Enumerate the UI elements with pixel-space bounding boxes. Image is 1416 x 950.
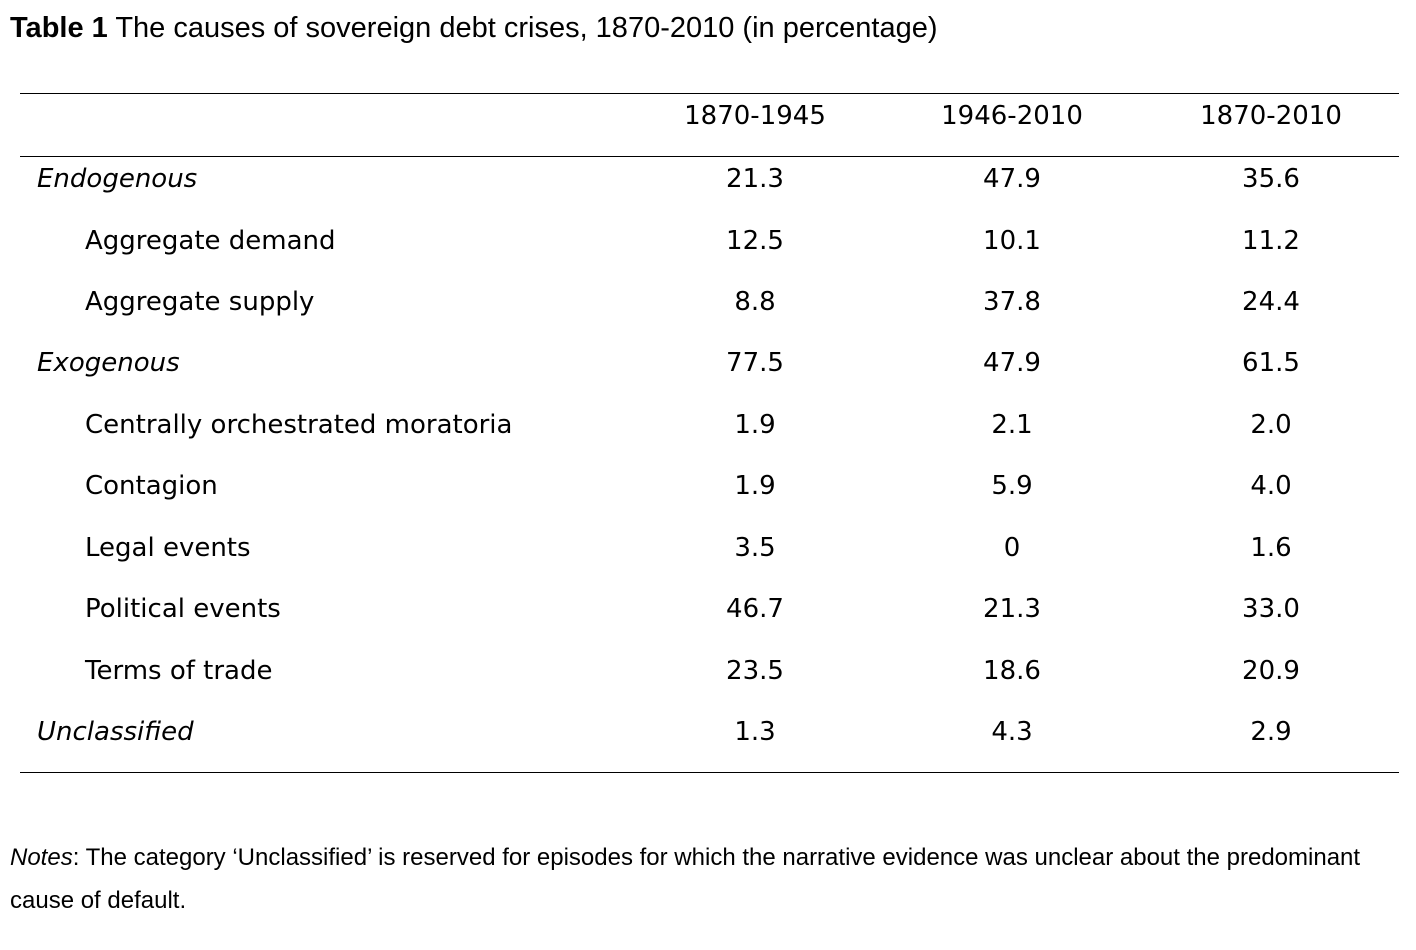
row-label: Political events xyxy=(85,594,281,624)
table-cell: 23.5 xyxy=(726,656,784,686)
table-cell: 2.9 xyxy=(1250,717,1292,747)
table-cell: 3.5 xyxy=(734,533,776,563)
top-rule xyxy=(20,93,1399,94)
column-header: 1870-1945 xyxy=(684,101,826,131)
table-cell: 5.9 xyxy=(991,471,1033,501)
table-title: The causes of sovereign debt crises, 187… xyxy=(115,12,938,44)
table-cell: 11.2 xyxy=(1242,226,1300,256)
table-row: Legal events 3.5 0 1.6 xyxy=(20,528,1399,568)
table-cell: 46.7 xyxy=(726,594,784,624)
table-cell: 20.9 xyxy=(1242,656,1300,686)
table-cell: 77.5 xyxy=(726,348,784,378)
table-row: Endogenous 21.3 47.9 35.6 xyxy=(20,159,1399,199)
row-label: Contagion xyxy=(85,471,218,501)
table-row: Unclassified 1.3 4.3 2.9 xyxy=(20,712,1399,752)
table-notes: Notes: The category ‘Unclassified’ is re… xyxy=(10,836,1400,922)
table-cell: 1.3 xyxy=(734,717,776,747)
table-cell: 4.0 xyxy=(1250,471,1292,501)
table-cell: 37.8 xyxy=(983,287,1041,317)
row-label: Endogenous xyxy=(37,164,198,194)
row-label: Exogenous xyxy=(37,348,180,378)
column-header: 1870-2010 xyxy=(1200,101,1342,131)
table-cell: 18.6 xyxy=(983,656,1041,686)
table-row: Aggregate supply 8.8 37.8 24.4 xyxy=(20,282,1399,322)
table-cell: 33.0 xyxy=(1242,594,1300,624)
row-label: Aggregate supply xyxy=(85,287,315,317)
row-label: Centrally orchestrated moratoria xyxy=(85,410,513,440)
table-row: Centrally orchestrated moratoria 1.9 2.1… xyxy=(20,405,1399,445)
bottom-rule xyxy=(20,772,1399,773)
table-row: Aggregate demand 12.5 10.1 11.2 xyxy=(20,221,1399,261)
table-cell: 8.8 xyxy=(734,287,776,317)
notes-text: : The category ‘Unclassified’ is reserve… xyxy=(10,844,1361,914)
table-cell: 1.9 xyxy=(734,410,776,440)
column-header: 1946-2010 xyxy=(941,101,1083,131)
table-cell: 24.4 xyxy=(1242,287,1300,317)
table-cell: 21.3 xyxy=(726,164,784,194)
table-cell: 21.3 xyxy=(983,594,1041,624)
table-cell: 47.9 xyxy=(983,164,1041,194)
table-caption: Table 1 The causes of sovereign debt cri… xyxy=(10,8,937,48)
table-cell: 4.3 xyxy=(991,717,1033,747)
table-cell: 47.9 xyxy=(983,348,1041,378)
table-cell: 1.6 xyxy=(1250,533,1292,563)
table-label: Table 1 xyxy=(10,12,108,44)
table-cell: 12.5 xyxy=(726,226,784,256)
table-row: Political events 46.7 21.3 33.0 xyxy=(20,589,1399,629)
row-label: Terms of trade xyxy=(85,656,273,686)
row-label: Aggregate demand xyxy=(85,226,336,256)
table-row: Contagion 1.9 5.9 4.0 xyxy=(20,466,1399,506)
data-table: 1870-1945 1946-2010 1870-2010 Endogenous… xyxy=(20,0,1399,800)
table-cell: 61.5 xyxy=(1242,348,1300,378)
table-cell: 2.1 xyxy=(991,410,1033,440)
table-row: Terms of trade 23.5 18.6 20.9 xyxy=(20,651,1399,691)
table-cell: 35.6 xyxy=(1242,164,1300,194)
table-cell: 10.1 xyxy=(983,226,1041,256)
table-row: Exogenous 77.5 47.9 61.5 xyxy=(20,343,1399,383)
row-label: Legal events xyxy=(85,533,251,563)
header-rule xyxy=(20,156,1399,157)
table-cell: 0 xyxy=(1003,533,1021,563)
table-cell: 2.0 xyxy=(1250,410,1292,440)
table-cell: 1.9 xyxy=(734,471,776,501)
row-label: Unclassified xyxy=(37,717,194,747)
notes-lead: Notes xyxy=(10,844,73,871)
